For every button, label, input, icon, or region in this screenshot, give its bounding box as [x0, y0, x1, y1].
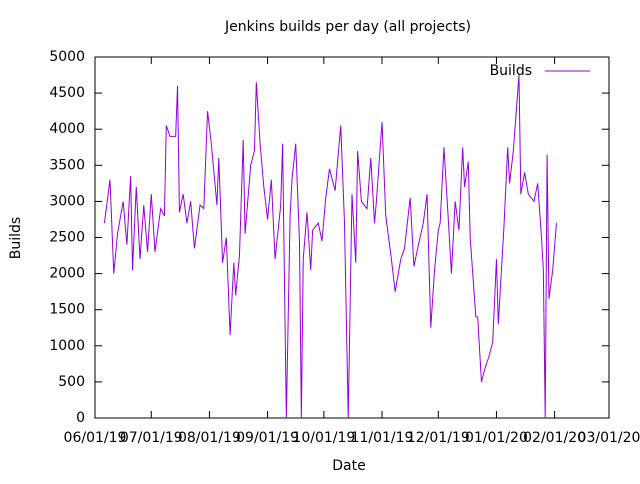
x-tick-label: 02/01/20: [523, 430, 586, 446]
y-tick-label: 4000: [49, 121, 85, 137]
x-tick-label: 12/01/19: [407, 430, 470, 446]
y-tick-label: 3000: [49, 193, 85, 209]
x-tick-label: 07/01/19: [120, 430, 183, 446]
y-tick-label: 0: [76, 410, 85, 426]
y-tick-label: 2500: [49, 230, 85, 246]
x-tick-label: 11/01/19: [351, 430, 414, 446]
y-tick-label: 1500: [49, 302, 85, 318]
y-tick-label: 2000: [49, 266, 85, 282]
x-tick-label: 06/01/19: [64, 430, 127, 446]
data-line: [103, 75, 557, 419]
y-tick-label: 5000: [49, 49, 85, 65]
y-tick-label: 3500: [49, 157, 85, 173]
x-tick-label: 01/01/20: [465, 430, 528, 446]
x-axis-label: Date: [332, 458, 365, 474]
x-tick-label: 10/01/19: [292, 430, 355, 446]
chart-title: Jenkins builds per day (all projects): [224, 19, 471, 35]
y-tick-label: 500: [58, 374, 85, 390]
y-axis-label: Builds: [8, 217, 24, 259]
legend-label: Builds: [490, 63, 532, 79]
x-tick-label: 08/01/19: [178, 430, 241, 446]
x-tick-label: 03/01/20: [578, 430, 640, 446]
y-tick-label: 1000: [49, 338, 85, 354]
y-tick-label: 4500: [49, 85, 85, 101]
x-tick-label: 09/01/19: [236, 430, 299, 446]
